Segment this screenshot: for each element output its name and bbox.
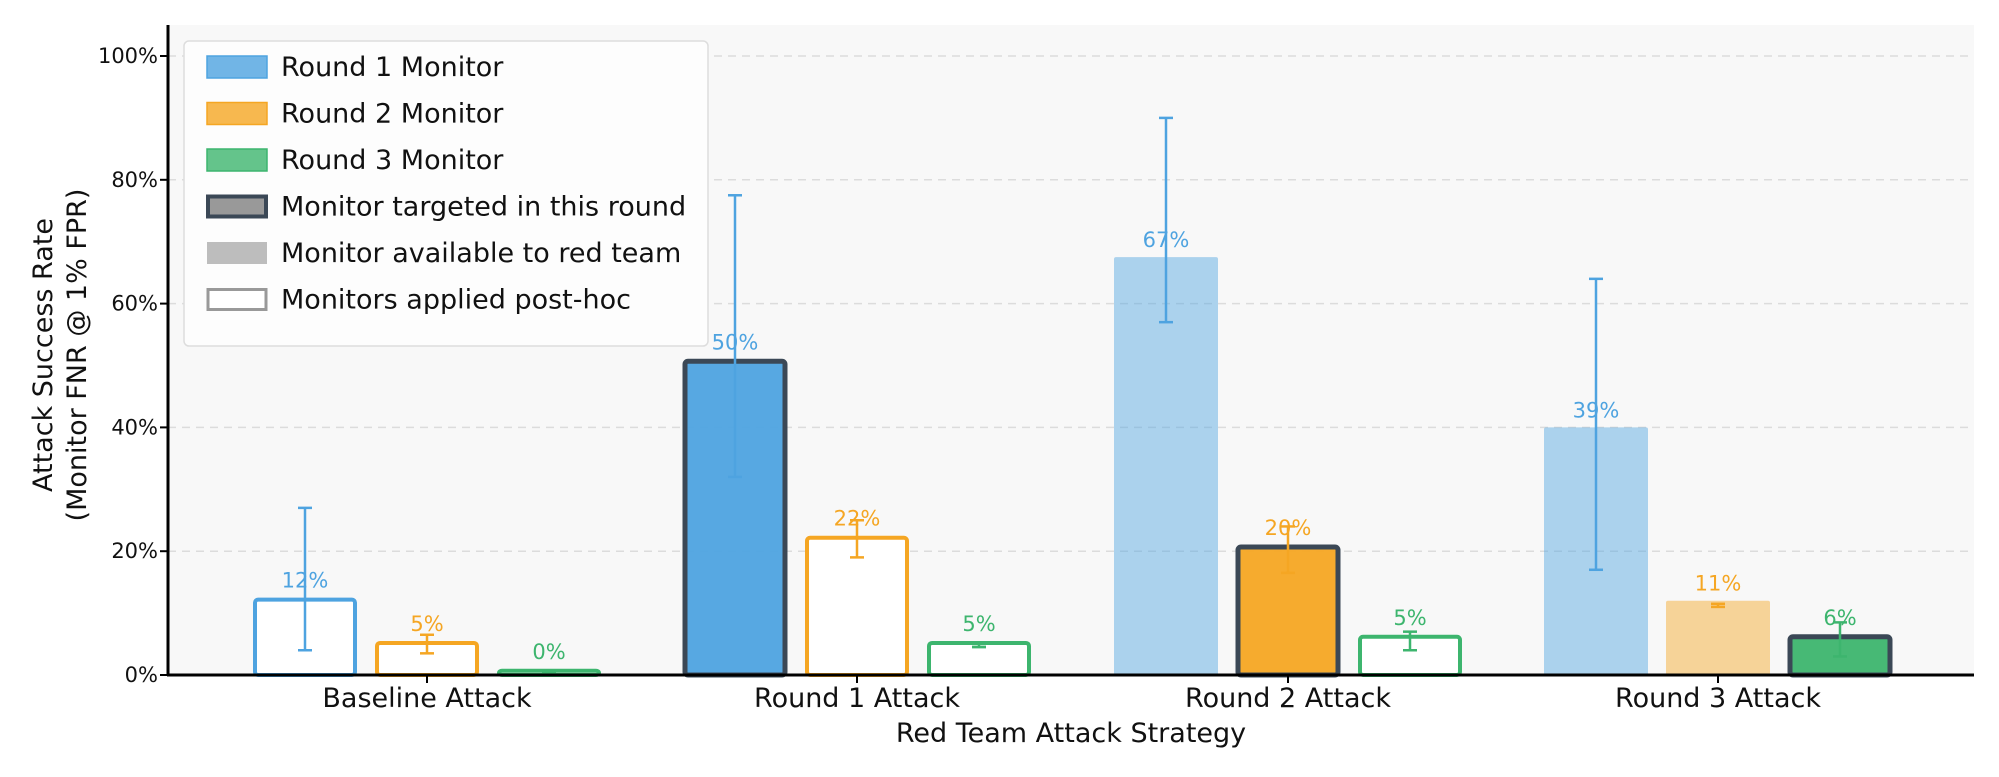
bar-value-label: 39% bbox=[1573, 398, 1620, 422]
legend-swatch bbox=[206, 101, 268, 126]
legend-label: Monitors applied post-hoc bbox=[281, 285, 631, 316]
bar-value-label: 5% bbox=[410, 612, 443, 636]
y-axis-title-line1: Attack Success Rate bbox=[28, 218, 59, 492]
legend-swatch bbox=[206, 194, 268, 219]
legend-label: Round 1 Monitor bbox=[281, 52, 504, 83]
legend-swatch bbox=[206, 288, 268, 311]
y-axis-ticks: 0% 20% 40% 60% 80% 100% bbox=[98, 44, 168, 687]
y-tick-label: 60% bbox=[111, 292, 158, 316]
legend-label: Round 3 Monitor bbox=[281, 145, 504, 176]
y-tick-label: 20% bbox=[111, 539, 158, 563]
y-tick-label: 40% bbox=[111, 415, 158, 439]
bar-value-label: 5% bbox=[1393, 606, 1426, 630]
legend-swatch bbox=[206, 55, 268, 79]
x-tick-label: Round 3 Attack bbox=[1615, 683, 1821, 714]
y-tick-label: 80% bbox=[111, 168, 158, 192]
bar-value-labels: 12% 5% 0% 50% 22% 5% 67% 20% 5% 39% 11% 6% bbox=[282, 228, 1857, 664]
bar-value-label: 0% bbox=[532, 640, 565, 664]
bar-value-label: 5% bbox=[962, 612, 995, 636]
error-bars bbox=[298, 116, 1847, 677]
y-axis-title-line2: (Monitor FNR @ 1% FPR) bbox=[62, 189, 93, 522]
legend-label: Monitor targeted in this round bbox=[281, 192, 686, 223]
bar-value-label: 67% bbox=[1143, 228, 1190, 252]
bar bbox=[1114, 257, 1218, 675]
x-axis-title: Red Team Attack Strategy bbox=[896, 718, 1246, 749]
legend-label: Round 2 Monitor bbox=[281, 99, 504, 130]
y-tick-label: 100% bbox=[98, 44, 158, 68]
bar-value-label: 12% bbox=[282, 569, 329, 593]
x-tick-label: Baseline Attack bbox=[322, 683, 532, 714]
x-tick-label: Round 2 Attack bbox=[1185, 683, 1391, 714]
bar-value-label: 50% bbox=[712, 330, 759, 354]
bar-value-label: 20% bbox=[1265, 516, 1312, 540]
bar bbox=[1666, 600, 1770, 675]
legend-swatch bbox=[206, 148, 268, 172]
bar-value-label: 22% bbox=[834, 507, 881, 531]
x-tick-label: Round 1 Attack bbox=[754, 683, 960, 714]
x-axis-ticks: Baseline Attack Round 1 Attack Round 2 Att… bbox=[322, 675, 1821, 714]
legend-label: Monitor available to red team bbox=[281, 238, 681, 269]
y-tick-label: 0% bbox=[125, 663, 158, 687]
bar-value-label: 11% bbox=[1695, 572, 1742, 596]
legend-box bbox=[183, 40, 709, 347]
y-axis-title: Attack Success Rate (Monitor FNR @ 1% FP… bbox=[28, 189, 93, 522]
legend-swatch bbox=[207, 242, 267, 264]
bar-value-label: 6% bbox=[1823, 606, 1856, 630]
legend: Round 1 Monitor Round 2 Monitor Round 3 Mo… bbox=[183, 40, 709, 347]
